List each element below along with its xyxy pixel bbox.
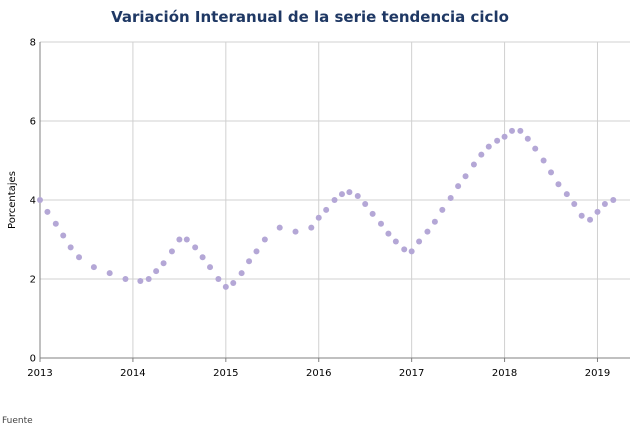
data-point — [67, 244, 74, 251]
x-tick-label: 2013 — [27, 368, 52, 379]
data-point — [494, 137, 501, 144]
data-point — [238, 270, 245, 277]
data-point — [478, 151, 485, 158]
data-point — [555, 181, 562, 188]
data-point — [377, 220, 384, 227]
data-point — [392, 238, 399, 245]
data-point — [160, 260, 167, 267]
data-point — [594, 208, 601, 215]
data-point — [532, 145, 539, 152]
data-point — [331, 197, 338, 203]
data-point — [571, 200, 578, 207]
y-axis-label: Porcentajes — [7, 171, 18, 229]
data-point — [548, 169, 555, 176]
data-point — [401, 246, 408, 253]
data-point — [261, 236, 268, 243]
data-point — [44, 208, 51, 215]
data-point — [308, 224, 315, 231]
data-point — [578, 212, 585, 219]
x-tick-labels: 2013 2014 2015 2016 2017 2018 2019 — [27, 368, 610, 379]
data-point — [563, 191, 570, 198]
data-point — [540, 157, 547, 164]
y-tick-labels: 0 2 4 6 8 — [30, 38, 36, 365]
data-point — [385, 230, 392, 237]
data-point — [601, 200, 608, 207]
y-tick-label: 2 — [30, 275, 36, 286]
y-tick-label: 6 — [30, 117, 36, 128]
data-point — [246, 258, 253, 265]
data-point — [416, 238, 423, 245]
data-point — [315, 214, 322, 221]
footer-source: Fuente — [2, 416, 33, 424]
data-point — [424, 228, 431, 235]
data-point — [346, 189, 353, 196]
data-point — [176, 236, 183, 243]
x-tick-label: 2016 — [306, 368, 331, 379]
data-point — [76, 254, 83, 261]
data-point — [501, 133, 508, 140]
data-point — [276, 224, 283, 231]
x-tick-label: 2019 — [585, 368, 610, 379]
chart-title: Variación Interanual de la serie tendenc… — [111, 8, 509, 26]
y-tick-label: 8 — [30, 38, 36, 49]
y-tick-label: 4 — [30, 196, 36, 207]
data-point — [431, 218, 438, 225]
data-point — [587, 216, 594, 223]
data-point — [122, 276, 129, 282]
data-point — [509, 127, 515, 134]
data-point — [610, 197, 617, 203]
data-point — [408, 248, 415, 255]
data-point — [215, 276, 222, 282]
data-point — [517, 127, 524, 134]
data-point — [222, 283, 229, 290]
data-point — [137, 277, 144, 284]
data-point — [60, 232, 67, 239]
data-point — [354, 193, 361, 200]
data-point — [168, 248, 175, 255]
data-point — [90, 264, 97, 271]
x-tick-label: 2018 — [492, 368, 517, 379]
data-point — [362, 200, 369, 207]
data-point — [183, 236, 190, 243]
data-point — [253, 248, 260, 255]
data-point — [145, 276, 152, 282]
data-point — [485, 143, 492, 150]
data-point — [338, 191, 345, 198]
data-point — [106, 270, 113, 277]
data-point — [52, 220, 59, 227]
y-tick-label: 0 — [30, 354, 36, 365]
data-point — [153, 268, 160, 275]
data-point — [323, 206, 330, 213]
data-point — [207, 264, 214, 271]
x-tick-label: 2014 — [120, 368, 145, 379]
data-point — [369, 210, 376, 217]
data-point — [230, 279, 237, 286]
data-point — [439, 206, 446, 213]
data-point — [455, 183, 462, 190]
data-point — [37, 197, 43, 203]
data-point — [199, 254, 206, 261]
data-point — [524, 135, 531, 142]
data-point — [292, 228, 299, 235]
x-tick-label: 2015 — [213, 368, 238, 379]
x-tick-label: 2017 — [399, 368, 424, 379]
data-point — [462, 173, 469, 180]
data-point — [470, 161, 477, 168]
data-points — [37, 127, 617, 290]
data-point — [447, 195, 454, 202]
data-point — [192, 244, 199, 251]
